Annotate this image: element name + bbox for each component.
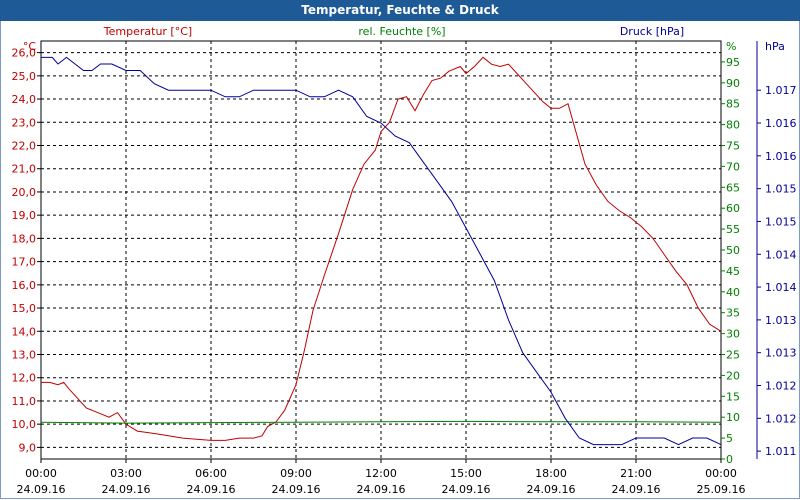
right-tick-label: 1.014 — [765, 281, 797, 294]
x-tick-date: 24.09.16 — [442, 483, 491, 496]
x-tick-date: 24.09.16 — [187, 483, 236, 496]
left-tick-label: 14,0 — [12, 325, 37, 338]
temperature-line — [41, 56, 722, 441]
left-tick-label: 21,0 — [12, 163, 37, 176]
right-tick-label: 1.014 — [765, 248, 797, 261]
right-tick-label: 1.015 — [765, 183, 797, 196]
left-tick-label: 22,0 — [12, 140, 37, 153]
left-tick-label: 12,0 — [12, 372, 37, 385]
pressure-line — [41, 56, 722, 446]
axes — [37, 41, 761, 463]
x-tick-time: 00:00 — [705, 467, 737, 480]
mid-tick-label: 10 — [726, 411, 740, 424]
right-tick-label: 1.013 — [765, 314, 797, 327]
mid-tick-label: 80 — [726, 119, 740, 132]
mid-tick-label: 5 — [726, 432, 733, 445]
x-tick-time: 18:00 — [535, 467, 567, 480]
left-tick-label: 26,0 — [12, 47, 37, 60]
left-tick-label: 18,0 — [12, 232, 37, 245]
left-tick-label: 17,0 — [12, 256, 37, 269]
left-tick-label: 9,0 — [19, 441, 37, 454]
left-tick-label: 15,0 — [12, 302, 37, 315]
labels: 9,0 10,0 11,0 12,0 13,0 14,0 15,0 16,0 17,0 18,0 1… — [12, 25, 797, 496]
mid-tick-label: 95 — [726, 56, 740, 69]
left-tick-label: 11,0 — [12, 395, 37, 408]
mid-tick-label: 30 — [726, 328, 740, 341]
x-tick-time: 21:00 — [620, 467, 652, 480]
mid-tick-label: 75 — [726, 140, 740, 153]
right-tick-label: 1.016 — [765, 150, 797, 163]
x-tick-date: 24.09.16 — [527, 483, 576, 496]
mid-tick-label: 90 — [726, 77, 740, 90]
right-tick-label: 1.015 — [765, 215, 797, 228]
x-tick-time: 03:00 — [110, 467, 142, 480]
series-group — [40, 56, 722, 446]
x-tick-time: 09:00 — [280, 467, 312, 480]
mid-tick-label: 0 — [726, 453, 733, 466]
mid-tick-label: 40 — [726, 286, 740, 299]
mid-tick-label: 25 — [726, 349, 740, 362]
right-tick-label: 1.011 — [765, 445, 797, 458]
x-tick-time: 06:00 — [195, 467, 227, 480]
x-tick-date: 24.09.16 — [102, 483, 151, 496]
right-tick-label: 1.013 — [765, 347, 797, 360]
right-tick-label: 1.012 — [765, 412, 797, 425]
right-tick-label: 1.016 — [765, 117, 797, 130]
left-tick-label: 25,0 — [12, 70, 37, 83]
pressure-axis-title: Druck [hPa] — [620, 25, 684, 38]
left-tick-label: 19,0 — [12, 209, 37, 222]
right-tick-label: 1.017 — [765, 84, 797, 97]
left-tick-label: 10,0 — [12, 418, 37, 431]
mid-tick-label: 50 — [726, 244, 740, 257]
mid-tick-label: 85 — [726, 98, 740, 111]
temperature-axis-title: Temperatur [°C] — [103, 25, 192, 38]
x-tick-date: 24.09.16 — [17, 483, 66, 496]
left-tick-label: 16,0 — [12, 279, 37, 292]
x-tick-date: 25.09.16 — [697, 483, 746, 496]
mid-tick-label: 65 — [726, 181, 740, 194]
x-tick-date: 24.09.16 — [357, 483, 406, 496]
x-tick-time: 15:00 — [450, 467, 482, 480]
mid-tick-label: 45 — [726, 265, 740, 278]
humidity-unit: % — [726, 40, 736, 53]
mid-tick-label: 55 — [726, 223, 740, 236]
x-tick-date: 24.09.16 — [272, 483, 321, 496]
right-tick-label: 1.012 — [765, 380, 797, 393]
mid-tick-label: 70 — [726, 160, 740, 173]
left-tick-label: 20,0 — [12, 186, 37, 199]
mid-tick-label: 35 — [726, 307, 740, 320]
grid — [41, 41, 721, 459]
x-tick-time: 00:00 — [25, 467, 57, 480]
temperature-unit: °C — [23, 40, 37, 53]
mid-tick-label: 20 — [726, 369, 740, 382]
left-tick-label: 13,0 — [12, 349, 37, 362]
left-tick-label: 24,0 — [12, 93, 37, 106]
humidity-line — [40, 420, 722, 424]
pressure-unit: hPa — [765, 40, 785, 53]
x-tick-date: 24.09.16 — [612, 483, 661, 496]
x-tick-time: 12:00 — [365, 467, 397, 480]
chart-title: Temperatur, Feuchte & Druck — [0, 0, 800, 21]
left-tick-label: 23,0 — [12, 116, 37, 129]
mid-tick-label: 60 — [726, 202, 740, 215]
mid-tick-label: 15 — [726, 390, 740, 403]
humidity-axis-title: rel. Feuchte [%] — [358, 25, 445, 38]
